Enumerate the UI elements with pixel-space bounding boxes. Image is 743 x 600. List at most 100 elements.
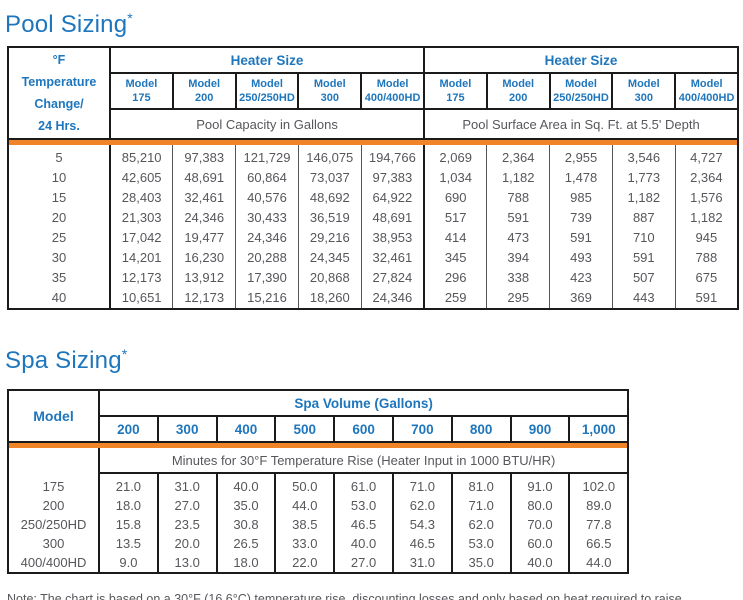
pool-capacity-cell: 16,230 (172, 248, 236, 268)
spa-minutes-cell: 60.0 (509, 534, 570, 553)
spa-model-cell: 300 (8, 534, 100, 553)
pool-header-row-2: Model 175 Model 200 Model 250/250HD Model 30… (8, 72, 740, 110)
temp-header-line-3: Change/ (34, 97, 84, 111)
spa-minutes-cell: 30.8 (215, 515, 276, 534)
spa-data-row: 400/400HD 9.0 13.0 18.0 22.0 27.0 31.0 3… (8, 553, 629, 573)
spa-minutes-cell: 31.0 (391, 553, 452, 573)
model-word: Model (376, 77, 409, 90)
temp-change-cell: 30 (8, 248, 111, 268)
pool-surface-cell: 1,182 (486, 168, 550, 188)
pool-capacity-cell: 24,346 (235, 228, 299, 248)
pool-header-row-3: Pool Capacity in Gallons Pool Surface Ar… (8, 108, 740, 140)
model-number: 175 (132, 92, 151, 104)
spa-minutes-cell: 15.8 (115, 517, 142, 532)
spa-volume-col-header: 800 (450, 415, 512, 443)
spa-sizing-title-text: Spa Sizing (5, 347, 122, 374)
pool-capacity-cell: 24,345 (297, 248, 362, 268)
orange-divider-bar (8, 139, 739, 145)
spa-minutes-cell: 35.0 (215, 496, 276, 515)
spa-minutes-cell: 54.3 (391, 515, 452, 534)
pool-capacity-cell: 40,576 (235, 188, 299, 208)
model-number: 400/400HD (678, 92, 735, 104)
pool-capacity-cell: 12,173 (172, 288, 236, 309)
model-number: 300 (320, 92, 339, 104)
spa-minutes-cell: 44.0 (568, 553, 629, 573)
spa-minutes-cell: 9.0 (119, 555, 138, 570)
pool-sizing-title: Pool Sizing* (5, 4, 743, 39)
spa-minutes-cell: 53.0 (450, 534, 511, 553)
spa-minutes-cell: 62.0 (391, 496, 452, 515)
spa-volume-col-header: 500 (274, 415, 336, 443)
spa-data-row: 200 18.0 27.0 35.0 44.0 53.0 62.0 71.0 8… (8, 496, 629, 515)
spa-volume-col-header: 200 (98, 415, 159, 443)
pool-capacity-cell: 38,953 (360, 228, 425, 248)
model-number: 200 (509, 92, 528, 104)
spa-title-asterisk: * (121, 346, 128, 362)
pool-data-row: 5 85,210 97,383 121,729 146,075 194,766 … (8, 145, 739, 168)
pool-capacity-cell: 18,260 (297, 288, 362, 309)
pool-capacity-cell: 32,461 (172, 188, 236, 208)
spa-minutes-cell: 71.0 (450, 496, 511, 515)
pool-surface-cell: 259 (423, 288, 487, 309)
spa-sizing-title: Spa Sizing* (5, 340, 743, 375)
spa-volume-col-header: 700 (391, 415, 453, 443)
pool-surface-cell: 2,955 (549, 145, 613, 168)
spa-minutes-cell: 21.0 (115, 479, 142, 494)
pool-capacity-cell: 48,691 (172, 168, 236, 188)
spa-subtitle-blank-cell (8, 448, 100, 473)
spa-data-row: 175 21.0 31.0 40.0 50.0 61.0 71.0 81.0 9… (8, 473, 629, 496)
pool-surface-cell: 945 (674, 228, 739, 248)
pool-capacity-subheader: Pool Capacity in Gallons (108, 108, 426, 140)
pool-surface-cell: 788 (486, 188, 550, 208)
pool-surface-cell: 4,727 (674, 145, 739, 168)
temperature-change-header-lines: °F Temperature Change/ 24 Hrs. (10, 49, 108, 137)
pool-capacity-cell: 19,477 (172, 228, 236, 248)
model-header: Model 400/400HD (360, 72, 426, 110)
spa-minutes-cell: 22.0 (274, 553, 335, 573)
spa-minutes-cell: 70.0 (509, 515, 570, 534)
pool-data-row: 35 12,173 13,912 17,390 20,868 27,824 29… (8, 268, 739, 288)
pool-surface-cell: 788 (674, 248, 739, 268)
pool-surface-cell: 2,069 (423, 145, 487, 168)
pool-surface-cell: 739 (549, 208, 613, 228)
pool-surface-cell: 507 (611, 268, 676, 288)
model-word: Model (565, 77, 597, 90)
model-header: Model 175 (423, 72, 488, 110)
spa-minutes-cell: 31.0 (156, 473, 217, 496)
model-word: Model (439, 77, 472, 90)
pool-surface-subheader: Pool Surface Area in Sq. Ft. at 5.5' Dep… (423, 108, 740, 140)
temp-change-cell: 20 (8, 208, 111, 228)
model-header: Model 175 (109, 72, 174, 110)
pool-capacity-cell: 13,912 (172, 268, 236, 288)
pool-capacity-cell: 17,042 (121, 230, 162, 245)
spa-minutes-cell: 33.0 (274, 534, 335, 553)
pool-surface-cell: 1,478 (549, 168, 613, 188)
spa-minutes-subheader: Minutes for 30°F Temperature Rise (Heate… (99, 448, 629, 474)
spa-minutes-cell: 26.5 (215, 534, 276, 553)
temp-change-cell: 40 (8, 288, 111, 309)
pool-capacity-cell: 85,210 (121, 150, 162, 165)
model-word: Model (125, 77, 158, 90)
heater-size-header-right: Heater Size (423, 46, 740, 74)
pool-surface-cell: 338 (486, 268, 550, 288)
spa-minutes-cell: 18.0 (115, 498, 142, 513)
model-word: Model (690, 77, 723, 90)
model-header: Model 400/400HD (674, 72, 740, 110)
pool-surface-cell: 675 (674, 268, 739, 288)
pool-capacity-cell: 20,288 (235, 248, 299, 268)
pool-surface-cell: 591 (486, 208, 550, 228)
pool-data-row: 10 42,605 48,691 60,864 73,037 97,383 1,… (8, 168, 739, 188)
model-header: Model 250/250HD (548, 72, 614, 110)
pool-surface-cell: 1,034 (423, 168, 487, 188)
model-number: 175 (446, 92, 465, 104)
spa-minutes-cell: 13.5 (115, 536, 142, 551)
spa-minutes-cell: 40.0 (215, 473, 276, 496)
footnote: Note: The chart is based on a 30°F (16.6… (7, 592, 682, 600)
pool-surface-cell: 493 (549, 248, 613, 268)
temperature-change-header: °F Temperature Change/ 24 Hrs. (7, 46, 111, 140)
pool-capacity-cell: 48,692 (297, 188, 362, 208)
spa-minutes-cell: 27.0 (156, 496, 217, 515)
model-header: Model 200 (171, 72, 237, 110)
pool-surface-cell: 591 (549, 228, 613, 248)
pool-surface-cell: 443 (611, 288, 676, 309)
